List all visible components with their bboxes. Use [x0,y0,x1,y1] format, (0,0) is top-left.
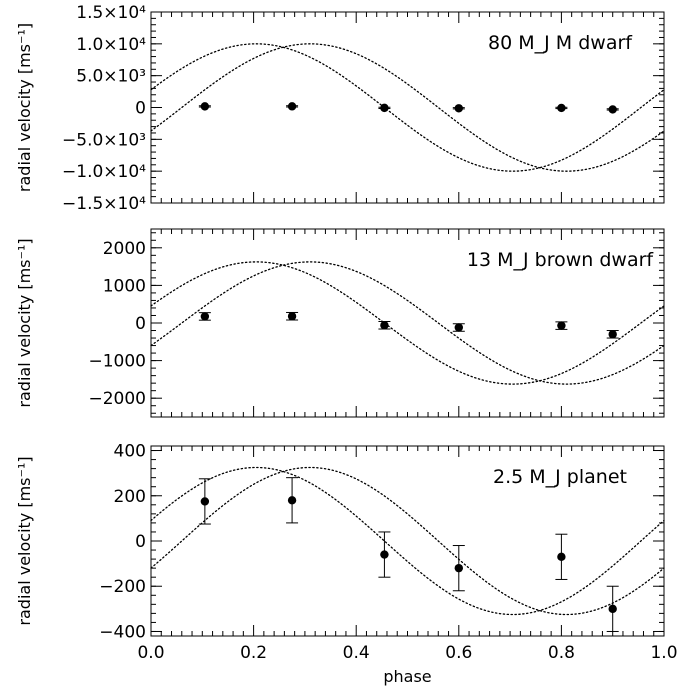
data-point [287,496,297,505]
data-point [200,102,210,111]
y-tick-label: −5.0×10³ [62,130,146,150]
x-tick-label: 0.8 [548,643,575,663]
data-points [198,102,619,114]
data-point [454,563,463,573]
panel-annotation: 80 M_J M dwarf [488,32,633,54]
model-curves [150,466,665,616]
y-tick-label: 400 [114,442,146,462]
y-axis-ticks: −2000 −1000 0 1000 2000 [88,232,664,414]
y-tick-label: −2000 [88,389,146,409]
data-point [454,323,463,332]
data-point [287,102,297,111]
y-tick-label: 1.0×10⁴ [76,35,146,55]
y-axis-ticks: −400 −200 0 200 400 [99,442,664,642]
data-points [198,311,619,339]
model-curves [150,261,665,385]
data-point [608,105,617,114]
model-curve-2 [150,43,665,172]
y-tick-label: −200 [99,577,146,597]
x-tick-label: 1.0 [650,643,677,663]
model-curve-1 [150,466,665,616]
panel-brown-dwarf: −2000 −1000 0 1000 2000 13 M_J brown dwarf r… [15,228,665,418]
x-axis-ticks: 0.0 0.2 0.4 0.6 0.8 1.0 [137,446,678,663]
y-axis-ticks: −1.5×10⁴ −1.0×10⁴ −5.0×10³ 0 5.0×10³ 1.0×10⁴ 1… [62,3,664,214]
data-point [380,321,389,330]
data-point [287,312,297,321]
y-tick-label: 1.5×10⁴ [76,3,146,23]
y-axis-label: radial velocity [ms⁻¹] [15,23,34,192]
data-point [608,330,617,339]
y-tick-label: −1.0×10⁴ [62,162,146,182]
model-curves [150,43,665,172]
y-tick-label: 2000 [103,239,146,259]
model-curve-2 [150,261,665,385]
data-point [557,321,566,330]
panel-planet: −400 −200 0 200 400 0.0 0.2 0.4 0.6 0.8 1.0 2.5 M… [15,442,678,686]
data-points [198,477,619,632]
x-tick-label: 0.2 [240,643,267,663]
y-tick-label: 5.0×10³ [76,67,146,87]
panel-annotation: 2.5 M_J planet [493,466,627,488]
x-axis-label: phase [383,667,431,686]
data-point [454,104,463,113]
data-point [200,312,210,321]
x-tick-label: 0.4 [343,643,370,663]
model-curve-1 [150,43,665,172]
x-tick-label: 0.0 [137,643,164,663]
panel-annotation: 13 M_J brown dwarf [467,249,655,271]
data-point [200,497,210,506]
data-point [380,103,389,113]
y-tick-label: 0 [135,99,146,119]
y-tick-label: 1000 [103,276,146,296]
y-axis-label: radial velocity [ms⁻¹] [15,238,34,407]
data-point [557,552,566,562]
model-curve-1 [150,261,665,385]
data-point [557,103,566,113]
y-tick-label: −400 [99,622,146,642]
y-tick-label: 0 [135,314,146,334]
y-tick-label: −1.5×10⁴ [62,194,146,214]
panel-m-dwarf: −1.5×10⁴ −1.0×10⁴ −5.0×10³ 0 5.0×10³ 1.0×10⁴ 1… [15,3,665,214]
model-curve-2 [150,466,665,616]
x-axis-ticks [150,229,665,417]
y-axis-label: radial velocity [ms⁻¹] [15,456,34,625]
x-tick-label: 0.6 [445,643,472,663]
data-point [608,604,617,614]
y-tick-label: 0 [135,532,146,552]
x-axis-ticks [150,12,665,203]
y-tick-label: −1000 [88,352,146,372]
y-tick-label: 200 [114,487,146,507]
data-point [380,550,389,559]
